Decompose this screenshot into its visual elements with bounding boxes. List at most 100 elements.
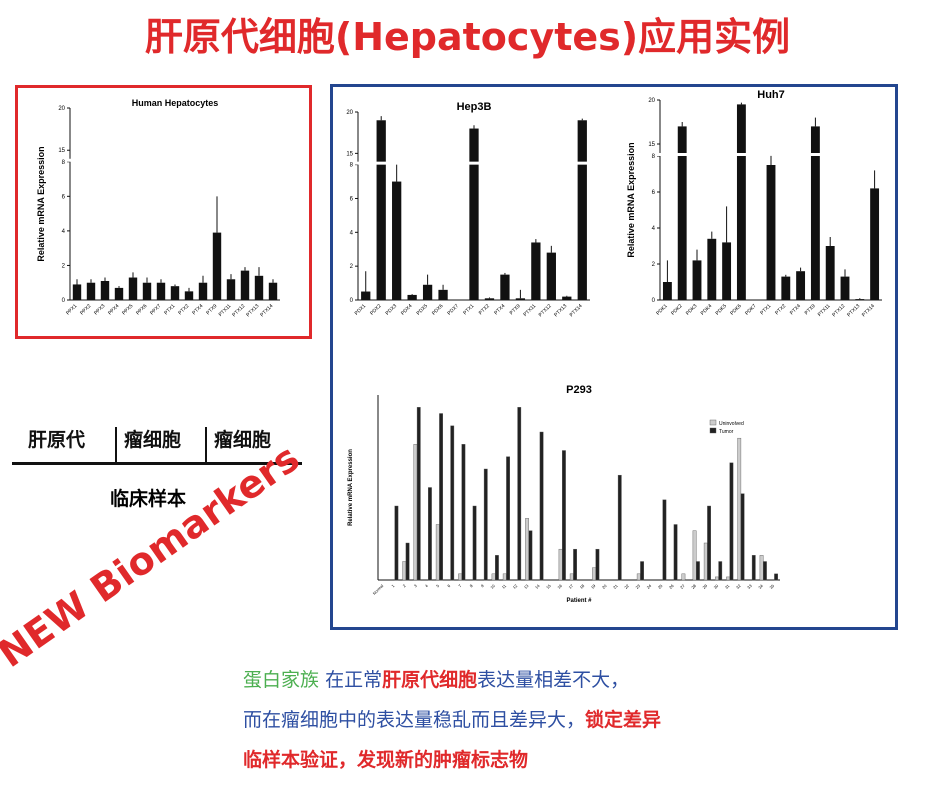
bar — [840, 276, 850, 300]
break — [576, 161, 588, 165]
text: 表达量相差不大， — [477, 669, 630, 691]
x-tick-label: PTX2 — [177, 303, 190, 316]
y-tick-label: 20 — [648, 98, 655, 104]
x-tick-label: PPX7 — [149, 303, 162, 316]
break — [735, 153, 747, 156]
text: 肝原代细胞 — [382, 669, 478, 691]
bar — [870, 188, 880, 300]
bar — [484, 298, 495, 300]
x-tick-label: 17 — [567, 583, 574, 590]
bar — [422, 284, 433, 300]
bar — [472, 505, 477, 581]
y-tick-label: 15 — [58, 148, 65, 154]
x-tick-label: 21 — [612, 583, 619, 590]
y-tick-label: 8 — [652, 154, 656, 160]
y-tick-label: 6 — [62, 194, 66, 200]
bar — [558, 548, 563, 581]
bar — [692, 530, 697, 581]
y-tick-label: 2 — [62, 263, 66, 269]
legend-swatch — [709, 427, 717, 434]
bar — [450, 425, 455, 581]
x-tick-label: 34 — [757, 583, 764, 590]
bar — [407, 294, 417, 300]
bar — [673, 524, 678, 581]
x-tick-label: 8 — [469, 583, 475, 589]
x-tick-label: 5 — [435, 583, 441, 589]
x-tick-label: 1 — [390, 583, 396, 589]
x-tick-label: 4 — [424, 583, 430, 589]
bar — [573, 548, 577, 581]
x-tick-label: PTX11 — [817, 303, 832, 318]
y-tick-label: 4 — [62, 229, 66, 235]
bar — [413, 444, 418, 581]
bar — [662, 499, 667, 581]
bar — [662, 282, 672, 300]
x-tick-label: PTX12 — [231, 303, 246, 318]
y-tick-label: 8 — [62, 160, 66, 166]
label: 临床样本 — [110, 488, 187, 510]
x-tick-label: 25 — [657, 583, 664, 590]
x-tick-label: PTX9 — [205, 303, 218, 316]
x-tick-label: PDK4 — [700, 303, 714, 317]
bar — [577, 120, 587, 300]
x-tick-label: 11 — [501, 583, 508, 590]
bar — [240, 270, 250, 300]
break — [809, 153, 821, 156]
x-tick-label: 13 — [523, 583, 530, 590]
bar — [546, 252, 556, 300]
x-tick-label: 12 — [512, 583, 519, 590]
y-tick-label: 20 — [58, 106, 65, 112]
bar — [72, 284, 82, 300]
x-tick-label: PDK3 — [685, 303, 699, 317]
bar — [86, 282, 96, 300]
header: 瘤细胞 — [214, 429, 272, 451]
bar — [528, 530, 533, 581]
bar — [500, 274, 510, 300]
bar — [438, 289, 448, 300]
x-axis-label: Patient # — [566, 598, 592, 604]
x-tick-label: PPX4 — [107, 303, 120, 316]
text: 而在瘤细胞中的表达量稳乱而且差异大， — [243, 709, 586, 731]
x-tick-label: PTX9 — [804, 303, 817, 316]
x-tick-label: PTX13 — [846, 303, 861, 318]
y-tick-label: 2 — [652, 262, 656, 268]
legend-label: Uninvolved — [719, 421, 744, 427]
x-tick-label: 35 — [768, 583, 775, 590]
bar — [592, 567, 596, 581]
axis-break — [354, 161, 362, 165]
bar — [469, 128, 479, 300]
y-tick-label: 20 — [346, 110, 353, 116]
bar — [617, 474, 622, 581]
slide-title: 肝原代细胞(Hepatocytes)应用实例 — [144, 15, 791, 59]
x-tick-label: PTX14 — [259, 303, 274, 318]
x-tick-label: PTX2 — [478, 303, 491, 316]
bar — [428, 487, 432, 581]
x-tick-label: 28 — [690, 583, 697, 590]
bar — [483, 468, 488, 581]
rule — [12, 462, 302, 465]
x-tick-label: 6 — [446, 583, 452, 589]
bar — [376, 120, 386, 300]
break — [375, 161, 387, 165]
x-tick-label: PTX1 — [163, 303, 176, 316]
x-tick-label: PDK2 — [670, 303, 684, 317]
bar — [740, 493, 745, 581]
x-tick-label: PTX14 — [861, 303, 876, 318]
bar — [707, 505, 711, 581]
x-tick-label: PTX4 — [191, 303, 204, 316]
bar — [539, 431, 544, 581]
x-tick-label: PDK1 — [655, 303, 669, 317]
text-line: 而在瘤细胞中的表达量稳乱而且差异大，锁定差异 — [243, 705, 661, 732]
bar — [506, 456, 510, 581]
x-tick-label: 14 — [534, 583, 541, 590]
bar — [361, 291, 371, 300]
x-tick-label: PPX3 — [93, 303, 106, 316]
bar — [100, 280, 110, 300]
text: 在正常 — [325, 669, 383, 691]
bar — [737, 437, 742, 581]
x-tick-label: Normal — [372, 583, 385, 596]
x-tick-label: 16 — [556, 583, 563, 590]
x-tick-label: PTX13 — [553, 303, 568, 318]
